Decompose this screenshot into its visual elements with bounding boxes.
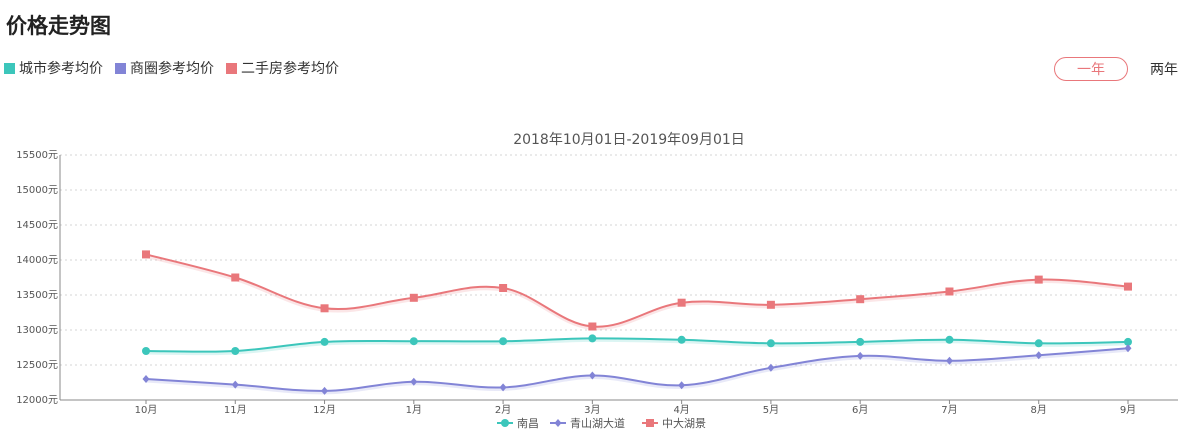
series-1-shadow xyxy=(145,348,1129,395)
series-1-point-1 xyxy=(231,380,239,389)
x-tick-label: 8月 xyxy=(1031,404,1047,416)
series-0-point-7 xyxy=(766,339,775,348)
x-tick-label: 10月 xyxy=(135,404,158,416)
series-0-point-2 xyxy=(320,337,329,346)
series-2-point-3 xyxy=(409,293,418,302)
series-0-point-8 xyxy=(856,337,865,346)
series-2-point-5 xyxy=(588,322,597,331)
series-0-point-6 xyxy=(677,335,686,344)
series-2-point-1 xyxy=(231,273,240,282)
series-0-point-11 xyxy=(1124,337,1132,346)
page-title: 价格走势图 xyxy=(6,14,111,38)
x-tick-label: 2月 xyxy=(495,404,511,416)
y-tick-label: 12500元 xyxy=(16,360,58,371)
y-tick-label: 13000元 xyxy=(16,325,58,336)
series-0-point-1 xyxy=(231,347,240,355)
x-tick-label: 1月 xyxy=(406,404,422,416)
y-tick-label: 14500元 xyxy=(16,220,58,231)
series-1-point-5 xyxy=(588,371,596,380)
legend-2-marker xyxy=(646,419,654,427)
series-0-shadow xyxy=(145,338,1129,356)
legend-0-marker xyxy=(501,419,509,427)
series-1-point-8 xyxy=(856,351,864,360)
series-0-point-3 xyxy=(409,337,418,346)
series-1-line xyxy=(145,347,1129,392)
legend-resale-price: 二手房参考均价 xyxy=(226,58,339,78)
y-tick-label: 15000元 xyxy=(16,185,58,196)
x-tick-label: 6月 xyxy=(852,404,868,416)
series-2-point-4 xyxy=(499,284,508,292)
legend-district-swatch xyxy=(115,62,126,74)
x-tick-label: 11月 xyxy=(224,404,247,416)
series-2-point-9 xyxy=(945,287,954,296)
price-legend: 城市参考均价 商圈参考均价 二手房参考均价 xyxy=(4,58,339,78)
x-tick-label: 7月 xyxy=(941,404,957,416)
series-2-point-0 xyxy=(142,250,150,259)
series-0-point-5 xyxy=(588,334,597,343)
x-tick-label: 5月 xyxy=(763,404,779,416)
legend-district-label: 商圈参考均价 xyxy=(130,61,214,77)
series-1-point-10 xyxy=(1035,351,1043,360)
legend-2-label: 中大湖景 xyxy=(662,416,706,430)
y-tick-label: 14000元 xyxy=(16,255,58,266)
two-year-button[interactable]: 两年 xyxy=(1150,62,1178,78)
series-2-point-6 xyxy=(677,298,686,307)
legend-city-label: 城市参考均价 xyxy=(19,61,103,77)
series-2-shadow xyxy=(145,254,1129,331)
series-2-point-10 xyxy=(1034,275,1043,284)
x-tick-label: 9月 xyxy=(1120,404,1136,416)
series-1-point-2 xyxy=(321,386,329,395)
series-0-point-0 xyxy=(142,347,150,355)
series-1-point-7 xyxy=(767,363,775,372)
series-0-point-4 xyxy=(499,337,508,346)
legend-city-price: 城市参考均价 xyxy=(4,58,103,78)
chart-title: 2018年10月01日-2019年09月01日 xyxy=(513,132,745,148)
x-tick-label: 12月 xyxy=(313,404,336,416)
series-0-point-9 xyxy=(945,335,954,344)
y-tick-label: 12000元 xyxy=(16,395,58,406)
series-0-point-10 xyxy=(1034,339,1043,348)
price-trend-chart: 2018年10月01日-2019年09月01日 12000元 12500元 13000… xyxy=(16,132,1178,430)
legend-1-marker xyxy=(554,419,562,427)
legend-0-label: 南昌 xyxy=(517,417,539,430)
one-year-button[interactable]: 一年 xyxy=(1054,57,1128,81)
y-tick-label: 15500元 xyxy=(16,150,58,161)
legend-resale-label: 二手房参考均价 xyxy=(241,61,339,77)
series-1-point-11 xyxy=(1124,344,1132,353)
legend-city-swatch xyxy=(4,62,15,74)
series-2-point-11 xyxy=(1124,282,1132,291)
x-tick-label: 3月 xyxy=(584,404,600,416)
series-2-point-8 xyxy=(856,295,865,304)
series-1-point-4 xyxy=(499,383,507,392)
series-2-line xyxy=(145,253,1129,328)
series-2-point-7 xyxy=(766,300,775,309)
series-2-point-2 xyxy=(320,304,329,313)
y-tick-label: 13500元 xyxy=(16,290,58,301)
legend-resale-swatch xyxy=(226,62,237,74)
legend-1-label: 青山湖大道 xyxy=(570,416,625,430)
legend-district-price: 商圈参考均价 xyxy=(115,58,214,78)
series-0-line xyxy=(145,337,1129,353)
series-1-point-9 xyxy=(945,356,953,365)
series-1-point-3 xyxy=(410,377,418,386)
series-1-point-0 xyxy=(142,375,150,383)
x-tick-label: 4月 xyxy=(673,404,689,416)
range-switch: 一年 两年 xyxy=(1054,57,1178,81)
series-1-point-6 xyxy=(678,381,686,390)
